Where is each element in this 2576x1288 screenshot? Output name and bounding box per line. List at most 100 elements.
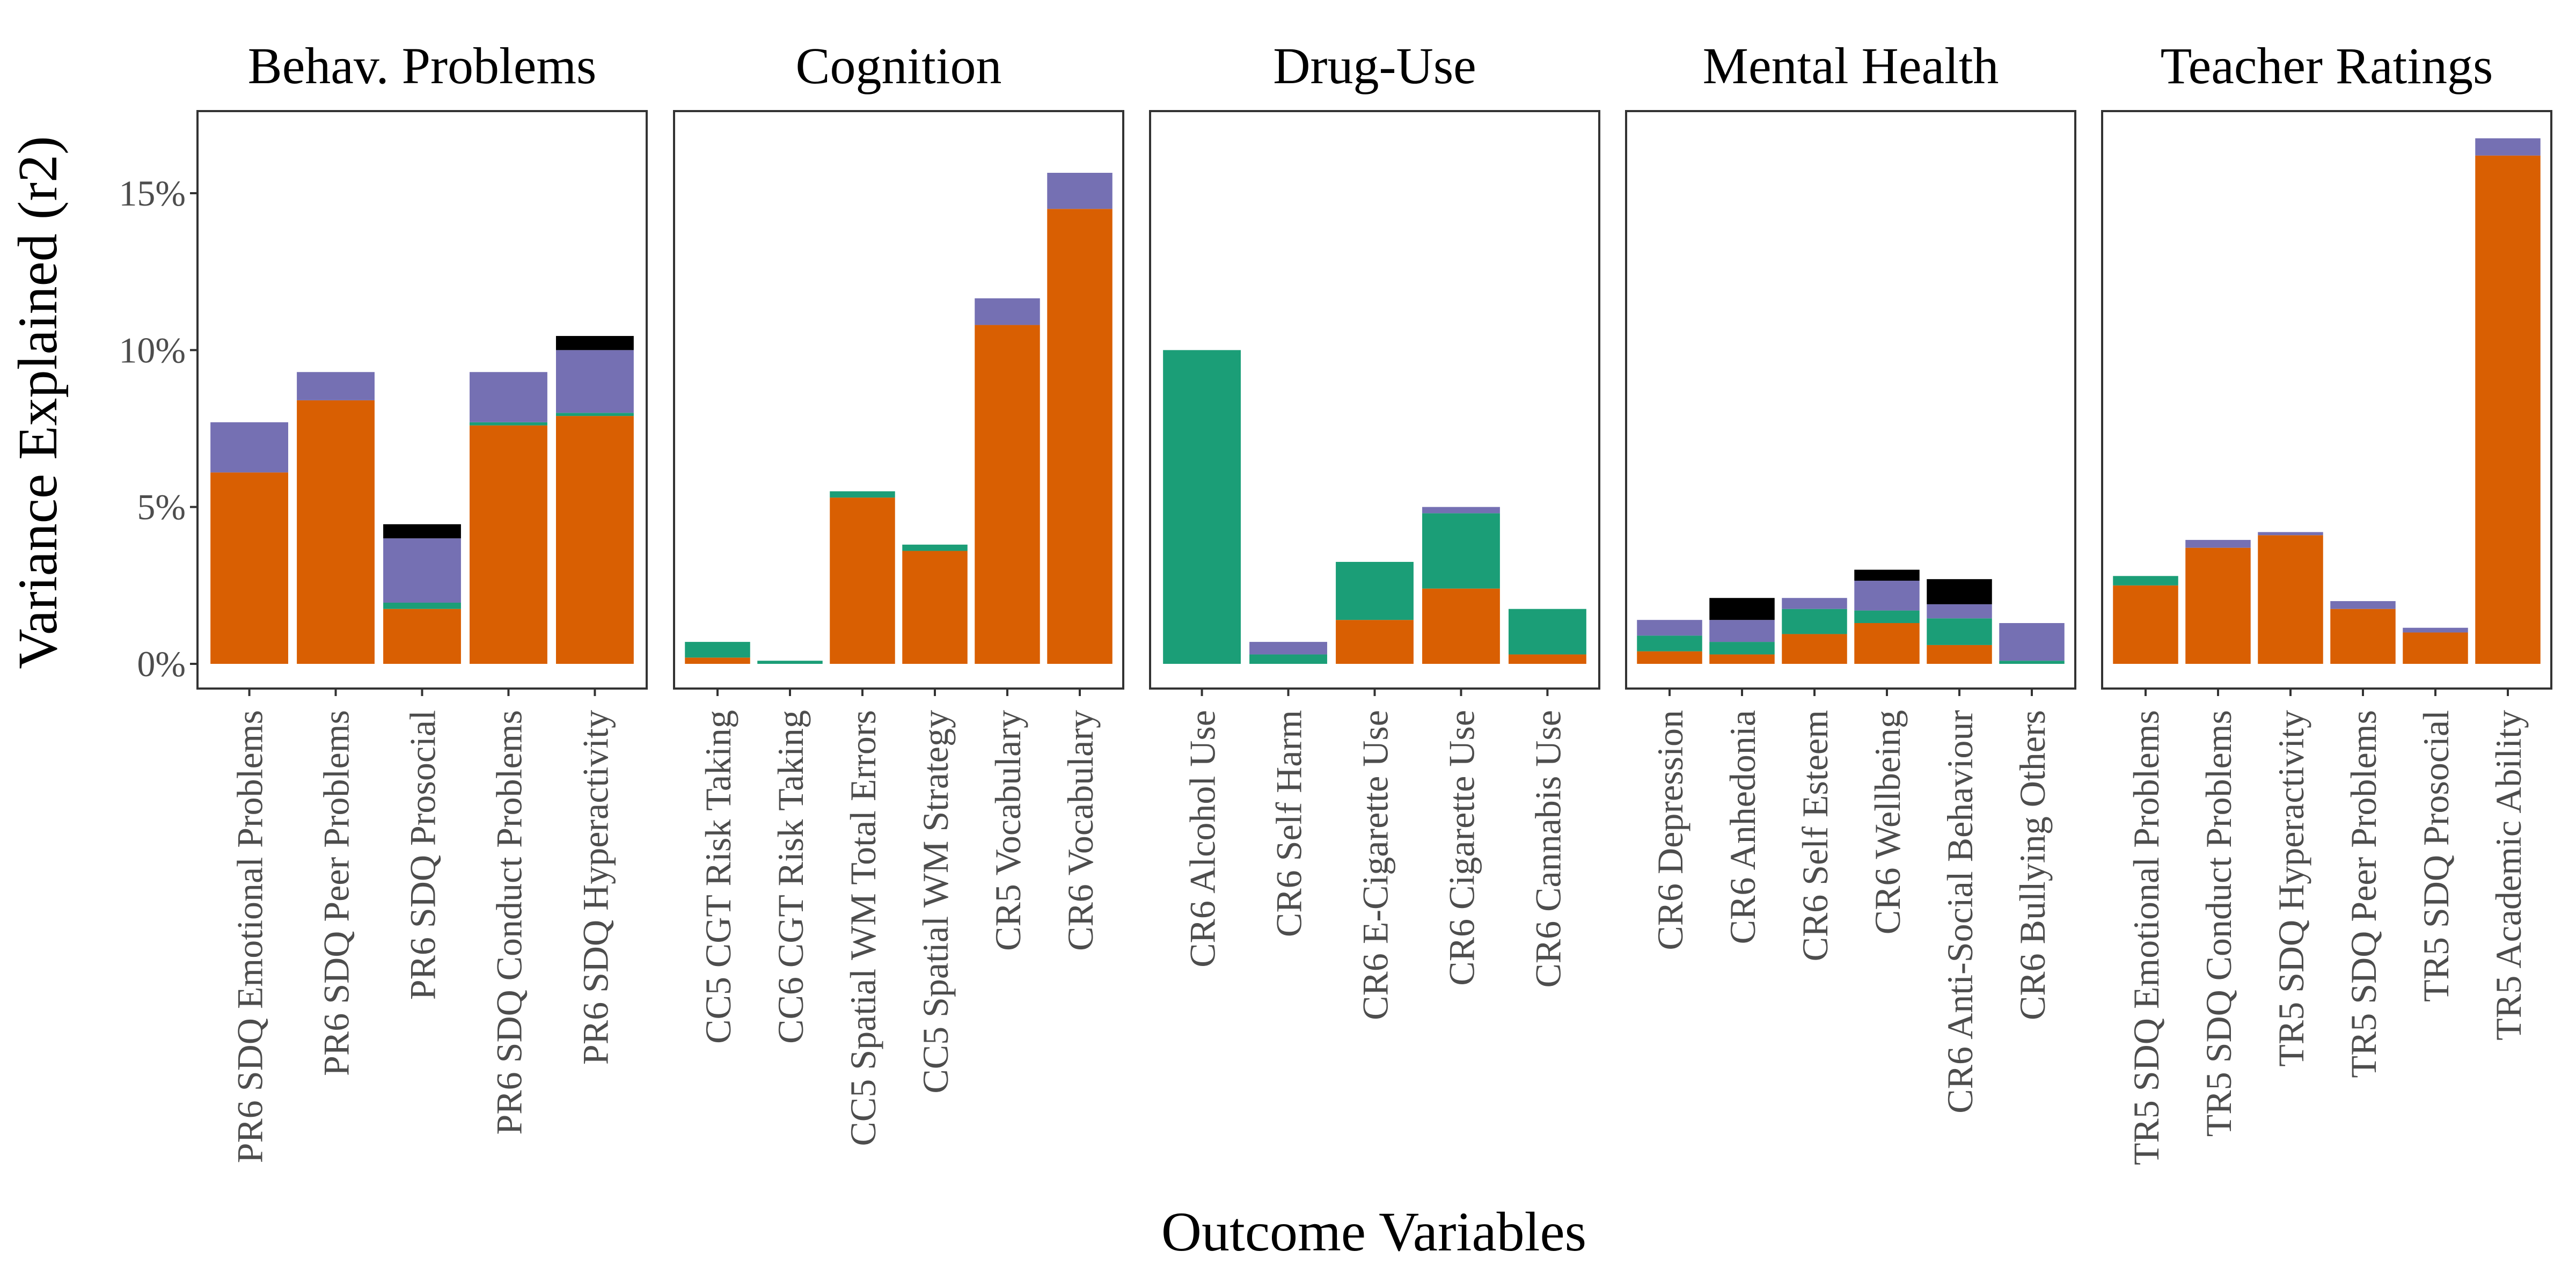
facet-panel: Mental Health CR6 Depression CR6 Anhedonia…	[1625, 37, 2076, 1114]
x-tick-label: PR6 SDQ Peer Problems	[316, 710, 357, 1076]
bar-segment	[210, 422, 289, 473]
bar-segment	[1927, 645, 1992, 664]
y-tick-label: 10%	[119, 330, 186, 370]
x-tick-label: PR6 SDQ Conduct Problems	[488, 710, 529, 1135]
bar-segment	[1336, 620, 1414, 664]
bar-segment	[1249, 654, 1327, 664]
facet-title: Mental Health	[1703, 37, 1999, 94]
x-tick-label: TR5 SDQ Emotional Problems	[2126, 710, 2167, 1165]
x-tick-label: CR6 Depression	[1650, 710, 1690, 950]
x-tick-label: CR6 Vocabulary	[1060, 710, 1101, 951]
bar-segment	[685, 642, 750, 658]
bar-segment	[1422, 507, 1500, 514]
bar-segment	[555, 336, 634, 350]
bar-segment	[2403, 632, 2468, 664]
bar-segment	[470, 422, 547, 426]
bar-segment	[2475, 138, 2541, 156]
bar-segment	[383, 538, 461, 603]
bar-segment	[1709, 620, 1775, 642]
facet-panels: Behav. Problems PR6 SDQ Emotional Problem…	[196, 37, 2552, 1165]
bar-segment	[2113, 585, 2178, 664]
x-tick-label: CC5 Spatial WM Strategy	[915, 710, 956, 1094]
bar-segment	[830, 491, 895, 498]
bar-segment	[1782, 634, 1847, 664]
bar-segment	[1163, 350, 1241, 664]
x-tick-label: CR5 Vocabulary	[987, 710, 1028, 951]
bar-segment	[1637, 635, 1702, 652]
x-tick-label: CR6 E-Cigarette Use	[1355, 710, 1396, 1020]
y-axis: 0% 5% 10% 15%	[119, 173, 197, 684]
bar-segment	[2113, 576, 2178, 586]
facet-panel: Drug-Use CR6 Alcohol Use CR6 Self Harm CR6 …	[1149, 37, 1600, 1020]
x-tick-label: CR6 Cannabis Use	[1527, 710, 1568, 988]
x-tick-label: CR6 Self Harm	[1269, 710, 1309, 937]
bar-segment	[1249, 642, 1327, 655]
bar-segment	[297, 400, 375, 664]
x-tick-label: TR5 SDQ Hyperactivity	[2271, 710, 2311, 1067]
x-tick-label: CC5 CGT Risk Taking	[698, 710, 738, 1044]
x-tick-label: CR6 Self Esteem	[1795, 710, 1835, 961]
bar-segment	[1709, 654, 1775, 664]
y-tick-label: 15%	[119, 173, 186, 214]
panel-border	[1625, 110, 2076, 690]
bar-segment	[2185, 540, 2251, 548]
bar-segment	[1508, 654, 1586, 664]
panel-border	[2101, 110, 2552, 690]
bar-segment	[2330, 601, 2396, 609]
bar-segment	[555, 413, 634, 416]
bar-segment	[1999, 661, 2065, 664]
panel-border	[673, 110, 1124, 690]
facet-title: Cognition	[795, 37, 1001, 94]
bar-segment	[1637, 651, 1702, 664]
bar-segment	[1927, 579, 1992, 604]
x-tick-label: CR6 Cigarette Use	[1441, 710, 1482, 986]
bar-segment	[975, 325, 1040, 664]
bar-segment	[902, 544, 968, 551]
bar-segment	[2330, 609, 2396, 664]
bar-segment	[210, 472, 289, 664]
bar-segment	[1709, 598, 1775, 620]
x-tick-label: TR5 SDQ Peer Problems	[2343, 710, 2384, 1078]
bar-segment	[1637, 620, 1702, 636]
bar-segment	[470, 372, 547, 422]
bar-segment	[1709, 642, 1775, 655]
bar-segment	[1854, 581, 1920, 611]
bar-segment	[1854, 569, 1920, 581]
bar-segment	[1782, 598, 1847, 609]
bar-segment	[685, 657, 750, 664]
bar-segment	[1927, 604, 1992, 619]
bar-segment	[1422, 588, 1500, 664]
x-tick-label: CR6 Wellbeing	[1867, 710, 1908, 934]
bar-segment	[1422, 513, 1500, 589]
x-tick-label: TR5 SDQ Prosocial	[2416, 710, 2456, 1002]
facet-panel: Teacher Ratings TR5 SDQ Emotional Problem…	[2101, 37, 2552, 1165]
facet-title: Drug-Use	[1273, 37, 1476, 94]
bar-segment	[1782, 609, 1847, 634]
bar-segment	[2185, 547, 2251, 664]
y-axis-title: Variance Explained (r2)	[7, 136, 69, 669]
bar-segment	[555, 416, 634, 664]
x-tick-label: PR6 SDQ Prosocial	[402, 710, 443, 1000]
bar-segment	[1047, 172, 1113, 209]
bar-segment	[2475, 155, 2541, 664]
x-tick-label: CC6 CGT Risk Taking	[770, 710, 811, 1044]
bar-segment	[1047, 209, 1113, 664]
x-tick-label: TR5 SDQ Conduct Problems	[2198, 710, 2239, 1137]
y-tick-label: 5%	[137, 487, 186, 528]
bar-segment	[1854, 623, 1920, 664]
bar-segment	[470, 425, 547, 664]
y-tick-label: 0%	[137, 643, 186, 684]
bar-segment	[383, 524, 461, 539]
bar-segment	[757, 661, 823, 664]
x-tick-label: CC5 Spatial WM Total Errors	[843, 710, 883, 1146]
bar-segment	[830, 497, 895, 664]
x-axis-title: Outcome Variables	[1161, 1201, 1586, 1263]
bar-segment	[555, 350, 634, 413]
facet-title: Behav. Problems	[248, 37, 597, 94]
facet-title: Teacher Ratings	[2161, 37, 2493, 94]
facet-panel: Cognition CC5 CGT Risk Taking CC6 CGT Risk…	[673, 37, 1124, 1146]
bar-segment	[1927, 618, 1992, 645]
facet-panel: Behav. Problems PR6 SDQ Emotional Problem…	[196, 37, 648, 1163]
x-tick-label: CR6 Alcohol Use	[1182, 710, 1223, 968]
